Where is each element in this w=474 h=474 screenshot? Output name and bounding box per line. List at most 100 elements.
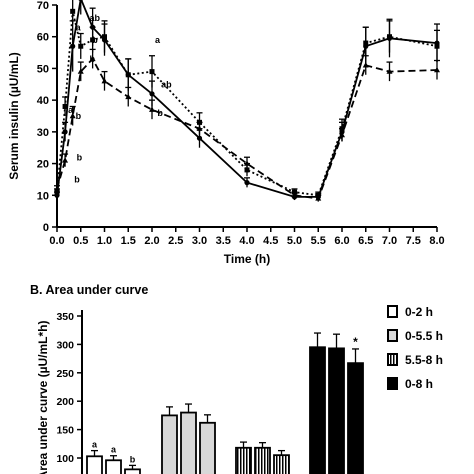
- data-point: [362, 62, 369, 68]
- y-tick-label: 60: [37, 32, 49, 44]
- data-point: [101, 77, 108, 84]
- bar: [347, 362, 364, 474]
- data-point: [339, 131, 345, 138]
- y-axis-label: Area under curve (µU/mL*h): [36, 321, 50, 474]
- legend-swatch: [387, 329, 398, 342]
- x-tick-label: 6.0: [334, 235, 349, 247]
- y-tick-label: 100: [56, 453, 74, 465]
- x-tick-label: 1.0: [97, 235, 112, 247]
- significance-label: a: [68, 105, 74, 115]
- bar: [180, 411, 197, 474]
- legend-swatch: [387, 377, 398, 390]
- data-point: [149, 69, 155, 75]
- y-tick-label: 70: [37, 0, 49, 12]
- legend-label: 5.5-8 h: [405, 353, 443, 367]
- x-tick-label: 2.5: [168, 235, 183, 247]
- data-point: [70, 8, 76, 14]
- data-point: [90, 37, 96, 43]
- y-tick-label: 350: [56, 311, 74, 323]
- x-tick-label: 0.0: [49, 235, 64, 247]
- x-tick-label: 7.5: [406, 235, 421, 247]
- data-point: [62, 129, 68, 135]
- data-point: [77, 68, 84, 74]
- x-tick-label: 6.5: [358, 235, 373, 247]
- bar: [199, 421, 216, 474]
- significance-label: b: [130, 454, 136, 464]
- significance-label: a: [111, 445, 117, 455]
- series-line: [56, 57, 438, 200]
- data-point: [386, 68, 393, 74]
- x-tick-label: 8.0: [429, 235, 444, 247]
- significance-label: ab: [161, 79, 172, 89]
- series-line: [56, 11, 438, 197]
- bar: [328, 347, 345, 474]
- data-point: [70, 43, 76, 49]
- data-point: [244, 180, 250, 186]
- data-point: [315, 195, 322, 201]
- x-tick-label: 0.5: [73, 235, 88, 247]
- data-point: [78, 43, 84, 49]
- bar-group: [235, 441, 290, 474]
- bar: [254, 446, 271, 474]
- x-tick-label: 3.5: [216, 235, 231, 247]
- significance-label: a: [76, 22, 82, 32]
- x-tick-label: 4.0: [239, 235, 254, 247]
- bar: [105, 459, 122, 474]
- data-point: [69, 112, 76, 119]
- x-axis-label: Time (h): [224, 252, 270, 266]
- data-point: [149, 91, 155, 97]
- bar: [309, 346, 326, 474]
- y-tick-label: 40: [37, 95, 49, 107]
- data-point: [125, 72, 131, 78]
- data-point: [244, 160, 250, 166]
- x-tick-label: 5.5: [311, 235, 326, 247]
- x-tick-label: 7.0: [382, 235, 397, 247]
- legend-label: 0-2 h: [405, 305, 433, 319]
- significance-label: ab: [89, 13, 100, 23]
- y-tick-label: 50: [37, 63, 49, 75]
- significance-label: b: [89, 54, 95, 64]
- legend-label: 0-8 h: [405, 377, 433, 391]
- bar-chart-panel: B. Area under curve 100 150 200 250 300 350 a…: [30, 283, 443, 474]
- series-line: [56, 0, 438, 198]
- y-tick-label: 300: [56, 339, 74, 351]
- significance-label: b: [157, 108, 163, 118]
- bar: [273, 454, 290, 474]
- x-tick-label: 5.0: [287, 235, 302, 247]
- x-tick-label: 3.0: [192, 235, 207, 247]
- line-chart-panel: 0 10 20 30 40 50 60 70 0.0 0.5 1.0 1.5 2.0 2.5 3.0 3.5…: [7, 0, 445, 266]
- y-axis-label: Serum insulin (µU/mL): [7, 52, 21, 180]
- bar-group: a a b: [86, 440, 141, 474]
- series-dashed: [54, 48, 440, 202]
- data-point: [62, 103, 68, 109]
- x-tick-label: 1.5: [121, 235, 136, 247]
- bar: [235, 446, 252, 474]
- bar-group: [161, 403, 216, 474]
- y-tick-label: 30: [37, 127, 49, 139]
- significance-label: a: [155, 35, 161, 45]
- y-tick-label: 150: [56, 425, 74, 437]
- data-point: [54, 185, 60, 192]
- significance-label: b: [77, 152, 83, 162]
- y-tick-label: 0: [43, 222, 49, 234]
- chart-title: B. Area under curve: [30, 283, 148, 297]
- bar: [86, 455, 103, 474]
- data-point: [196, 135, 203, 141]
- data-point: [149, 106, 155, 112]
- significance-label: b: [76, 111, 82, 121]
- data-point: [78, 0, 83, 2]
- legend: 0-2 h 0-5.5 h 5.5-8 h 0-8 h: [387, 305, 443, 391]
- bar: [124, 468, 141, 474]
- data-point: [102, 34, 107, 40]
- y-tick-label: 10: [37, 190, 49, 202]
- data-point: [434, 43, 440, 49]
- legend-swatch: [387, 305, 398, 318]
- bar-group: *: [309, 332, 364, 474]
- data-point: [387, 34, 392, 40]
- data-point: [434, 66, 440, 73]
- y-tick-label: 250: [56, 368, 74, 380]
- legend-swatch: [387, 353, 398, 366]
- x-tick-label: 4.5: [263, 235, 278, 247]
- y-tick-label: 200: [56, 396, 74, 408]
